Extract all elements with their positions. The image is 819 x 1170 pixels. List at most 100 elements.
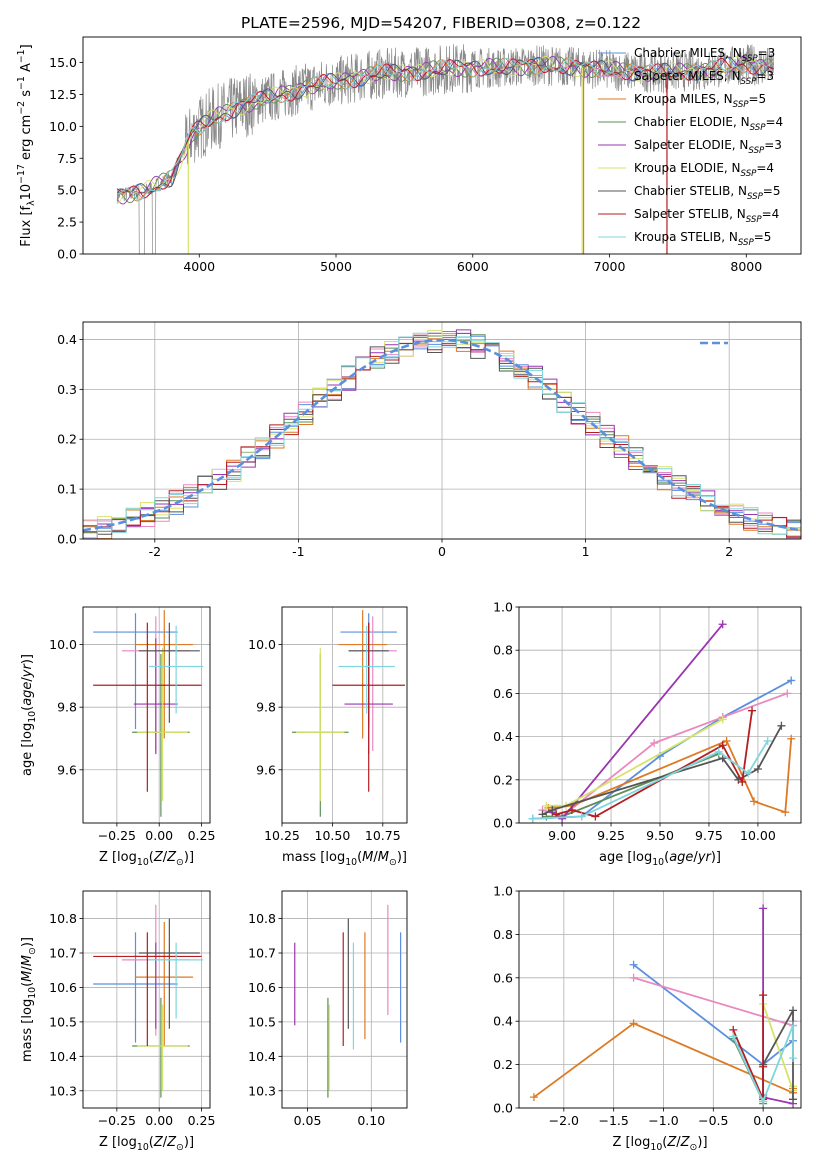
model-spectrum bbox=[116, 55, 774, 205]
y-tick-label: 10.7 bbox=[49, 946, 77, 961]
axes-frame bbox=[82, 321, 802, 540]
figure-title: PLATE=2596, MJD=54207, FIBERID=0308, z=0… bbox=[241, 14, 641, 32]
legend-entry: Kroupa ELODIE, NSSP=4 bbox=[634, 161, 774, 179]
x-tick-label: 10.25 bbox=[264, 828, 300, 843]
y-tick-label: 10.3 bbox=[49, 1083, 77, 1098]
y-axis-label: mass [log10(M/M⊙)] bbox=[20, 937, 38, 1062]
model-spectrum bbox=[116, 56, 774, 194]
weight-marker bbox=[629, 973, 638, 982]
x-axis-label: age [log10(age/yr)] bbox=[599, 850, 721, 868]
weight-marker bbox=[718, 741, 727, 750]
y-tick-label: 0.4 bbox=[493, 1014, 513, 1029]
y-tick-label: 10.5 bbox=[49, 1014, 77, 1029]
y-tick-label: 10.4 bbox=[49, 1049, 77, 1064]
plot-area bbox=[93, 610, 204, 817]
weight-marker bbox=[759, 1062, 768, 1071]
y-tick-label: 9.6 bbox=[57, 762, 77, 777]
weight-marker bbox=[759, 991, 768, 1000]
x-tick-label: 8000 bbox=[730, 259, 762, 274]
x-axis-label: Z [log10(Z/Z⊙)] bbox=[612, 1135, 707, 1153]
weight-marker bbox=[528, 814, 537, 823]
weight-marker bbox=[777, 721, 786, 730]
y-tick-label: 1.0 bbox=[493, 600, 513, 615]
grid bbox=[519, 606, 801, 824]
model-spectrum bbox=[116, 57, 774, 198]
weight-marker bbox=[629, 1019, 638, 1028]
y-tick-label: 10.8 bbox=[248, 911, 276, 926]
x-tick-label: 9.25 bbox=[597, 828, 625, 843]
spectrum-panel: 4000 5000 6000 7000 8000 0.0 2.5 5.0 7.5 10.0 12.5… bbox=[16, 36, 802, 274]
x-tick-label: 9.00 bbox=[548, 828, 576, 843]
grid bbox=[281, 607, 407, 823]
x-tick-label: 0.25 bbox=[188, 1113, 216, 1128]
weight-marker bbox=[787, 734, 796, 743]
plot-area bbox=[83, 329, 801, 539]
x-tick-label: 9.50 bbox=[646, 828, 674, 843]
weight-marker bbox=[781, 808, 790, 817]
plot-area bbox=[116, 44, 774, 254]
x-tick-label: 4000 bbox=[183, 259, 215, 274]
x-tick-label: −0.25 bbox=[98, 828, 136, 843]
weight-marker bbox=[629, 960, 638, 969]
x-tick-label: 0.25 bbox=[188, 828, 216, 843]
x-tick-label: -2 bbox=[149, 544, 161, 559]
plot-area bbox=[528, 620, 796, 823]
weight-marker bbox=[577, 812, 586, 821]
y-tick-label: 10.0 bbox=[49, 637, 77, 652]
weight-marker bbox=[753, 765, 762, 773]
y-tick-label: 0.0 bbox=[57, 532, 77, 547]
legend-entry: Kroupa MILES, NSSP=5 bbox=[634, 92, 766, 110]
plot-area bbox=[93, 904, 204, 1098]
weight-marker bbox=[538, 810, 547, 819]
axis-group: −2.0 −1.5 −1.0 −0.5 0.0 0.0 0.2 0.4 0.6 0.8 1.0 Z [… bbox=[493, 884, 802, 1153]
axis-group: -2 -1 0 1 2 0.0 0.1 0.2 0.3 0.4 bbox=[57, 321, 802, 559]
y-tick-label: 0.4 bbox=[57, 332, 77, 347]
axis-group: 0.05 0.10 10.3 10.4 10.5 10.6 10.7 10.8 bbox=[248, 890, 408, 1128]
x-tick-label: 5000 bbox=[320, 259, 352, 274]
axes-frame bbox=[82, 36, 802, 255]
grid bbox=[83, 322, 801, 540]
weight-marker bbox=[744, 769, 753, 778]
y-tick-label: 9.6 bbox=[256, 762, 276, 777]
x-tick-label: 9.75 bbox=[695, 828, 723, 843]
x-tick-label: 10.50 bbox=[315, 828, 351, 843]
massweight_vs_Z-panel: −2.0 −1.5 −1.0 −0.5 0.0 0.0 0.2 0.4 0.6 0.8 1.0 Z [… bbox=[493, 884, 802, 1153]
plot-area bbox=[529, 904, 798, 1108]
residual-panel: -2 -1 0 1 2 0.0 0.1 0.2 0.3 0.4 bbox=[57, 321, 802, 559]
y-axis-label: Flux [fλ10−17 erg cm−2 s−1 A−1] bbox=[16, 44, 37, 246]
weight-marker bbox=[789, 1095, 798, 1104]
y-tick-label: 0.8 bbox=[493, 643, 513, 658]
weight-marker bbox=[763, 736, 772, 745]
plot-area bbox=[292, 610, 405, 817]
weight-marker bbox=[591, 812, 600, 821]
massweight_vs_age-panel: 9.00 9.25 9.50 9.75 10.00 0.0 0.2 0.4 0.6 0.8 1.0 a… bbox=[493, 600, 802, 868]
axis-group: 9.00 9.25 9.50 9.75 10.00 0.0 0.2 0.4 0.6 0.8 1.0 a… bbox=[493, 600, 802, 868]
age_vs_mass-panel: 10.25 10.50 10.75 9.6 9.8 10.0 mass [log10(M/M… bbox=[248, 606, 408, 868]
x-axis-label: Z [log10(Z/Z⊙)] bbox=[99, 850, 194, 868]
y-tick-label: 0.2 bbox=[493, 772, 513, 787]
model-spectrum bbox=[116, 55, 774, 205]
legend-entry: Salpeter STELIB, NSSP=4 bbox=[634, 207, 779, 225]
mass_vs_Z-panel: −0.25 0.00 0.25 10.3 10.4 10.5 10.6 10.7 10.8 Z [… bbox=[20, 890, 216, 1153]
weight-marker bbox=[529, 1093, 538, 1102]
y-tick-label: 10.7 bbox=[248, 946, 276, 961]
x-tick-label: −0.25 bbox=[98, 1113, 136, 1128]
x-tick-label: 10.00 bbox=[740, 828, 776, 843]
grid bbox=[519, 890, 801, 1109]
y-tick-label: 0.6 bbox=[493, 686, 513, 701]
y-tick-label: 10.8 bbox=[49, 911, 77, 926]
weight-marker bbox=[567, 806, 576, 815]
weight-marker bbox=[714, 747, 723, 756]
weight-marker bbox=[738, 777, 747, 786]
weight-marker bbox=[748, 706, 757, 715]
y-tick-label: 0.0 bbox=[493, 1101, 513, 1116]
weight-series-line bbox=[762, 908, 794, 1105]
axis-group: −0.25 0.00 0.25 9.6 9.8 10.0 Z [log10(Z/Z⊙)] ag… bbox=[20, 606, 216, 868]
axes-frame bbox=[82, 890, 211, 1109]
x-tick-label: −1.5 bbox=[598, 1113, 628, 1128]
x-tick-label: 0 bbox=[438, 544, 446, 559]
y-tick-label: 0.6 bbox=[493, 970, 513, 985]
y-tick-label: 9.8 bbox=[256, 700, 276, 715]
y-tick-label: 10.6 bbox=[49, 980, 77, 995]
y-tick-label: 0.3 bbox=[57, 382, 77, 397]
